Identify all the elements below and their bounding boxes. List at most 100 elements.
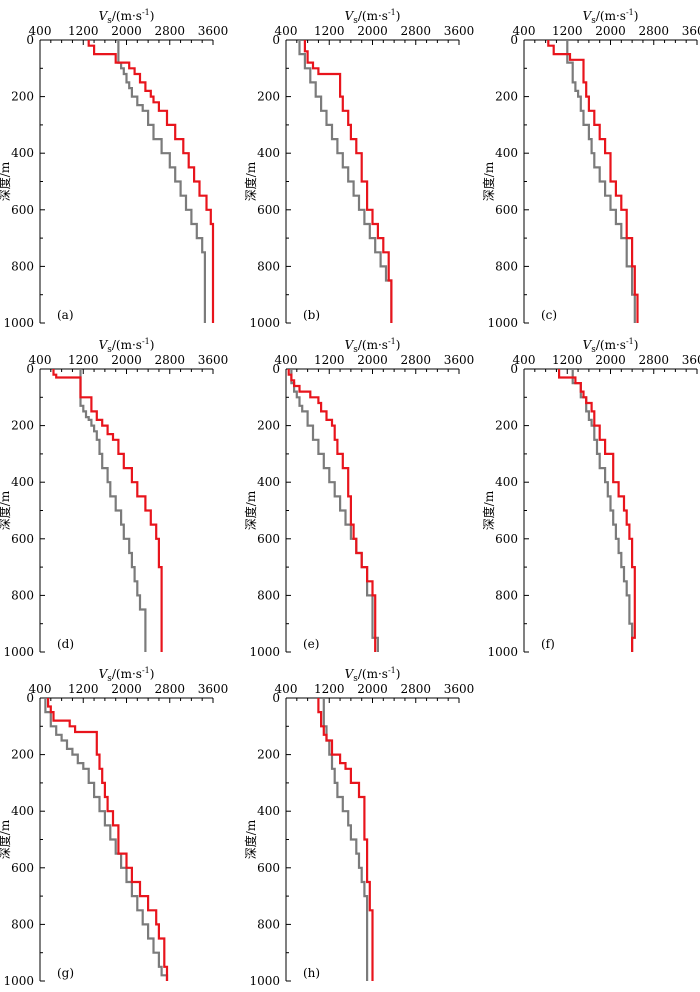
y-tick-label: 600 (11, 203, 34, 217)
panel-label: (g) (57, 966, 74, 980)
x-tick-label: 400 (29, 353, 52, 367)
series-line-red (317, 698, 374, 981)
y-tick-label: 0 (272, 362, 280, 376)
y-axis-label: 深度/m (243, 161, 258, 201)
x-tick-label: 2000 (357, 24, 388, 38)
x-tick-label: 1200 (68, 24, 99, 38)
y-tick-label: 200 (257, 419, 280, 433)
series-line-red (87, 40, 215, 323)
x-tick-label: 2800 (638, 353, 669, 367)
y-axis-label: 深度/m (481, 161, 496, 201)
y-tick-label: 0 (26, 33, 34, 47)
x-tick-label: 400 (29, 682, 52, 696)
x-tick-label: 400 (275, 353, 298, 367)
x-tick-label: 2000 (357, 682, 388, 696)
y-tick-label: 0 (510, 362, 518, 376)
panel-label: (h) (303, 966, 320, 980)
x-tick-label: 2800 (400, 353, 431, 367)
x-tick-label: 400 (29, 24, 52, 38)
panel-label: (f) (541, 637, 555, 651)
x-tick-label: 2000 (357, 353, 388, 367)
x-axis-label: Vs/(m·s-1) (345, 666, 401, 684)
y-tick-label: 400 (11, 475, 34, 489)
y-tick-label: 400 (495, 146, 518, 160)
series-line-gray (566, 40, 636, 323)
x-tick-label: 2800 (154, 682, 185, 696)
y-tick-label: 400 (257, 804, 280, 818)
x-tick-label: 2000 (595, 24, 626, 38)
y-tick-label: 800 (11, 917, 34, 931)
series-line-gray (571, 369, 634, 652)
y-axis-label: 深度/m (0, 819, 12, 859)
x-axis-label: Vs/(m·s-1) (99, 666, 155, 684)
y-tick-label: 800 (257, 588, 280, 602)
y-axis-label: 深度/m (481, 490, 496, 530)
panel-label: (d) (57, 637, 74, 651)
y-tick-label: 0 (510, 33, 518, 47)
y-tick-label: 600 (11, 532, 34, 546)
x-tick-label: 400 (275, 24, 298, 38)
chart-panel: 400 1200 2000 2800 3600 0 200 400 600 800 1000 Vs/(… (481, 337, 700, 659)
panel-label: (c) (541, 308, 557, 322)
series-line-gray (44, 698, 169, 981)
x-axis-label: Vs/(m·s-1) (345, 337, 401, 355)
y-tick-label: 400 (257, 146, 280, 160)
chart-panel: 400 1200 2000 2800 3600 0 200 400 600 800 1000 Vs/(… (243, 337, 474, 659)
x-tick-label: 2000 (595, 353, 626, 367)
y-tick-label: 600 (495, 532, 518, 546)
y-tick-label: 400 (11, 146, 34, 160)
x-tick-label: 1200 (314, 24, 345, 38)
y-tick-label: 200 (495, 419, 518, 433)
y-tick-label: 600 (495, 203, 518, 217)
series-line-red (287, 369, 377, 652)
x-tick-label: 1200 (314, 682, 345, 696)
y-tick-label: 200 (11, 748, 34, 762)
x-tick-label: 2800 (638, 24, 669, 38)
y-axis-label: 深度/m (0, 490, 12, 530)
y-tick-label: 0 (26, 691, 34, 705)
y-tick-label: 200 (11, 90, 34, 104)
y-tick-label: 800 (495, 588, 518, 602)
series-line-red (52, 369, 163, 652)
y-axis-label: 深度/m (243, 490, 258, 530)
y-tick-label: 400 (11, 804, 34, 818)
y-tick-label: 1000 (249, 316, 280, 330)
x-axis-label: Vs/(m·s-1) (583, 8, 639, 26)
y-tick-label: 600 (257, 532, 280, 546)
y-tick-label: 1000 (249, 645, 280, 659)
x-tick-label: 1200 (552, 353, 583, 367)
series-line-gray (322, 698, 369, 981)
x-tick-label: 400 (513, 353, 536, 367)
chart-panel: 400 1200 2000 2800 3600 0 200 400 600 800 1000 Vs/(… (243, 666, 474, 988)
x-tick-label: 2000 (111, 24, 142, 38)
series-line-red (557, 369, 636, 652)
series-line-gray (79, 369, 147, 652)
x-tick-label: 3600 (444, 24, 475, 38)
y-axis-label: 深度/m (0, 161, 12, 201)
x-axis-label: Vs/(m·s-1) (583, 337, 639, 355)
x-tick-label: 3600 (198, 682, 229, 696)
y-tick-label: 1000 (3, 645, 34, 659)
x-tick-label: 1200 (552, 24, 583, 38)
y-tick-label: 200 (257, 90, 280, 104)
x-tick-label: 3600 (444, 682, 475, 696)
series-line-gray (298, 40, 393, 323)
x-tick-label: 1200 (68, 682, 99, 696)
y-tick-label: 600 (11, 861, 34, 875)
y-tick-label: 1000 (3, 974, 34, 988)
x-tick-label: 2000 (111, 353, 142, 367)
y-tick-label: 0 (26, 362, 34, 376)
y-tick-label: 600 (257, 203, 280, 217)
x-tick-label: 2000 (111, 682, 142, 696)
y-tick-label: 1000 (3, 316, 34, 330)
x-axis-label: Vs/(m·s-1) (99, 337, 155, 355)
x-tick-label: 3600 (198, 24, 229, 38)
x-tick-label: 3600 (198, 353, 229, 367)
y-tick-label: 800 (495, 259, 518, 273)
y-tick-label: 200 (257, 748, 280, 762)
chart-panel: 400 1200 2000 2800 3600 0 200 400 600 800 1000 Vs/(… (0, 666, 228, 988)
x-tick-label: 3600 (444, 353, 475, 367)
y-tick-label: 1000 (487, 316, 518, 330)
y-tick-label: 400 (495, 475, 518, 489)
x-tick-label: 1200 (68, 353, 99, 367)
